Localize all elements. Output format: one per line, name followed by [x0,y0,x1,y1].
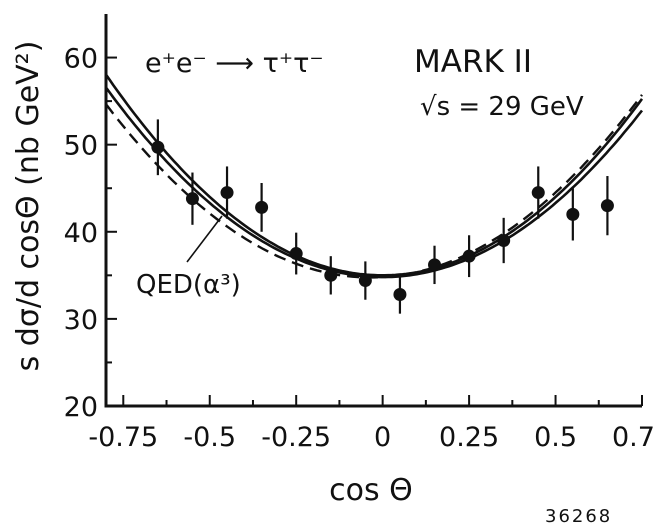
data-point [220,186,234,200]
data-point [531,186,545,200]
data-point [393,287,407,301]
axes: 20 30 40 50 60 -0.75 -0.5 -0.25 0 0.25 0.5 0.75 [64,14,656,453]
data-point [428,258,442,272]
data-point [324,268,338,282]
data-point [255,200,269,214]
x-tick-label: 0 [374,422,391,453]
process-annotation: e⁺e⁻ ⟶ τ⁺τ⁻ [145,48,324,79]
y-axis-label: s dσ/d cosΘ (nb GeV²) [11,41,46,372]
data-point [151,140,165,154]
x-tick-label: 0.5 [534,422,577,453]
curve-dashed-2 [105,94,643,279]
x-tick-label: 0.25 [439,422,499,453]
figure-number: 36268 [545,506,612,524]
y-tick-label: 40 [64,218,98,249]
energy-annotation: √s = 29 GeV [420,92,584,122]
data-point [185,192,199,206]
y-tick-label: 60 [64,44,98,75]
experiment-annotation: MARK II [414,44,532,80]
data-point [358,274,372,288]
x-axis-label: cos Θ [329,473,413,508]
x-tick-label: 0.75 [612,422,656,453]
data-point [497,233,511,247]
x-tick-label: -0.75 [88,422,158,453]
plot-content [104,73,644,314]
y-tick-label: 30 [64,305,98,336]
y-tick-label: 20 [64,392,98,423]
data-point [600,199,614,213]
data-point [566,207,580,221]
y-tick-label: 50 [64,131,98,162]
data-point [289,247,303,261]
curve-solid-0 [104,73,644,277]
x-tick-label: -0.5 [183,422,236,453]
curve-label-leader [186,215,223,263]
x-tick-label: -0.25 [261,422,331,453]
data-point [462,249,476,263]
curve-label: QED(α³) [136,270,241,300]
